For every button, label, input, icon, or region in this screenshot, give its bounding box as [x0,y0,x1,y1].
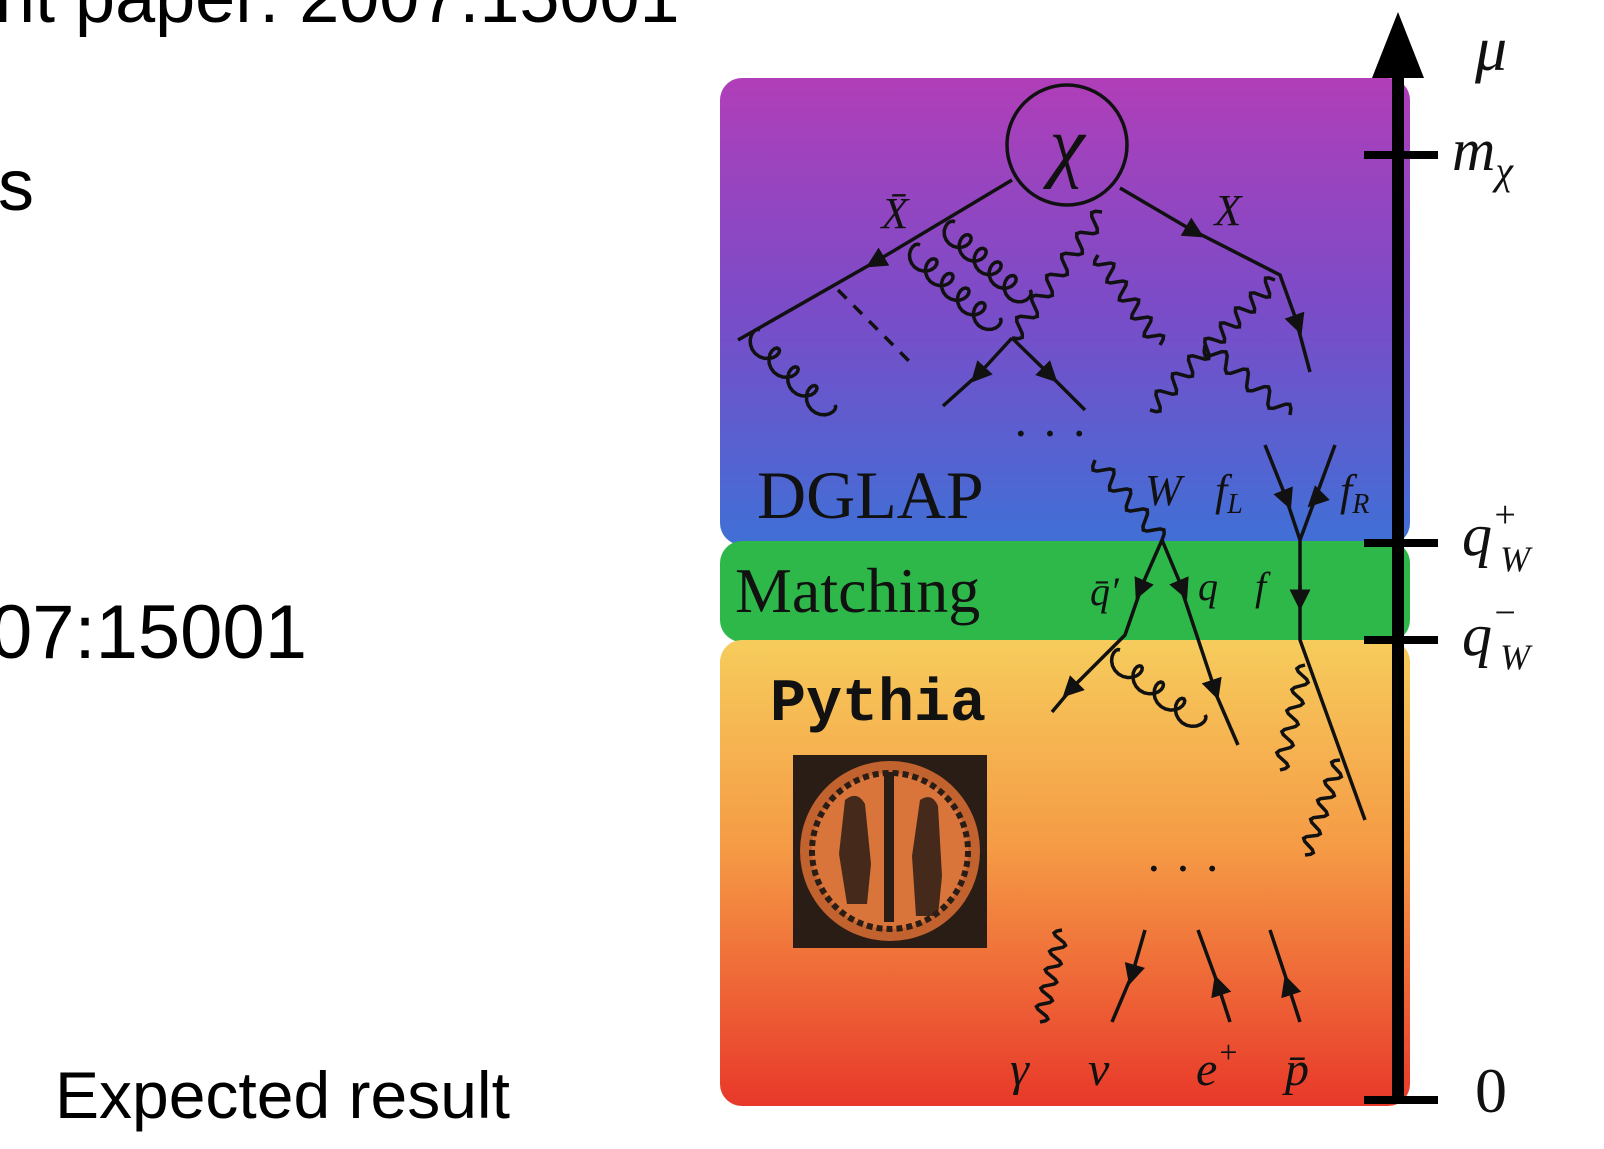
ellipsis: · · · [1146,840,1221,896]
base: q [1462,602,1492,668]
particle-label: X [1213,186,1244,235]
base: m [1452,117,1495,183]
sup: − [1492,592,1518,634]
sub: L [1226,489,1243,520]
vase-image [793,755,987,948]
sup: + [1217,1034,1239,1070]
ellipsis: · · · [1013,405,1088,461]
caption: Expected result [55,1058,510,1132]
region-label: DGLAP [757,457,984,533]
base: 0 [1475,1055,1507,1126]
base: q [1462,502,1492,568]
particle-label: γ [1010,1043,1030,1096]
sub: χ [1491,148,1514,193]
axis-tick-label: q−W [1462,592,1533,677]
slide: nt paper: 2007.15001 s 07:15001 Expected… [0,0,1604,1149]
diagram: DGLAP Matching Pythia χ [720,12,1533,1126]
axis-tick-label: mχ [1452,117,1514,193]
sub: W [1500,637,1533,677]
ref-text: 07:15001 [0,590,307,675]
particle-label: q̄′ [1090,569,1120,614]
sub: W [1500,539,1533,579]
page: nt paper: 2007.15001 s 07:15001 Expected… [0,0,1604,1149]
axis-tick-label: q+W [1462,494,1533,579]
axis-tick-label: 0 [1475,1055,1507,1126]
sup: + [1492,494,1518,536]
particle-label: χ [1042,102,1086,190]
axis-label: μ [1474,13,1507,84]
particle-label: X̄ [880,189,911,238]
particle-label: ν [1088,1043,1110,1096]
particle-label: q [1198,564,1218,609]
region-label: Pythia [770,671,986,739]
base: e [1196,1043,1217,1096]
top-text: nt paper: 2007.15001 [0,0,680,38]
particle-label: p̄ [1282,1043,1309,1096]
sub: R [1351,489,1369,520]
region-label: Matching [735,555,980,626]
side-text: s [0,146,34,226]
particle-label: W [1145,466,1185,515]
